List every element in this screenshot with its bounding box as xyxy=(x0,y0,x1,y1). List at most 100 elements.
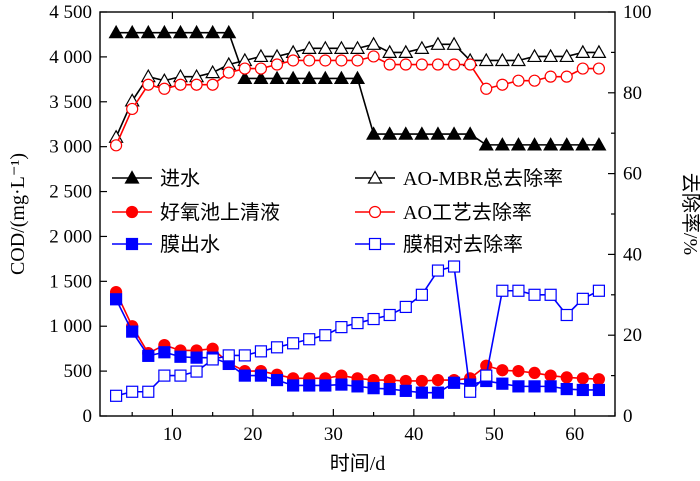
data-point xyxy=(560,382,573,396)
y-left-tick-label: 4 000 xyxy=(49,47,92,68)
data-point xyxy=(319,379,332,392)
plot-area xyxy=(108,24,607,402)
data-point xyxy=(366,126,382,140)
data-point xyxy=(462,126,478,140)
data-point xyxy=(126,385,139,398)
data-point xyxy=(447,260,461,273)
data-point xyxy=(382,126,398,140)
data-point xyxy=(319,54,332,67)
data-point xyxy=(543,48,559,63)
data-point xyxy=(496,364,509,377)
data-point xyxy=(335,321,348,334)
series-5 xyxy=(109,260,606,402)
legend-label: AO工艺去除率 xyxy=(403,201,532,224)
data-point xyxy=(140,24,156,39)
data-point xyxy=(543,137,559,151)
data-point xyxy=(399,300,412,314)
data-point xyxy=(446,126,462,140)
data-point xyxy=(142,385,155,398)
series-3 xyxy=(108,36,607,143)
data-point xyxy=(124,24,140,39)
data-point xyxy=(301,70,317,85)
y-right-axis-title: 去除率/% xyxy=(679,173,700,255)
data-point xyxy=(415,58,428,71)
x-tick-label: 60 xyxy=(565,424,584,445)
data-point xyxy=(478,52,494,67)
axes-group: 10 20 30 40 50 60 0 500 1 000 1 500 2 000 2 500 3 00… xyxy=(49,2,651,445)
data-point xyxy=(560,308,573,322)
data-point xyxy=(591,44,607,59)
data-point xyxy=(527,48,543,63)
data-point xyxy=(512,380,525,393)
data-point xyxy=(190,351,203,364)
data-point xyxy=(447,376,461,389)
data-point xyxy=(174,78,187,91)
data-point xyxy=(512,284,525,297)
data-point xyxy=(238,349,251,362)
data-point xyxy=(512,74,525,87)
data-point xyxy=(414,126,430,140)
data-point xyxy=(205,24,221,39)
data-point xyxy=(269,70,285,85)
data-point xyxy=(333,70,349,85)
data-point xyxy=(335,54,348,67)
data-point xyxy=(367,50,380,63)
data-point xyxy=(383,58,396,71)
y-right-tick-label: 60 xyxy=(623,164,642,185)
legend-label: 好氧池上清液 xyxy=(160,201,280,224)
data-point xyxy=(576,62,589,75)
x-tick-label: 10 xyxy=(163,424,182,445)
data-point xyxy=(496,377,509,390)
x-tick-label: 40 xyxy=(404,424,423,445)
data-point xyxy=(528,288,541,301)
data-point xyxy=(559,48,575,63)
y-left-tick-label: 2 500 xyxy=(49,182,92,203)
x-axis-title: 时间/d xyxy=(330,452,386,475)
data-point xyxy=(480,369,493,382)
data-point xyxy=(398,126,414,140)
legend-marker xyxy=(125,237,139,251)
series-4 xyxy=(109,50,606,152)
data-point xyxy=(222,349,235,362)
data-point xyxy=(349,40,366,54)
data-point xyxy=(575,137,591,151)
data-point xyxy=(303,333,316,346)
series-0 xyxy=(108,24,607,151)
data-point xyxy=(253,48,269,63)
data-point xyxy=(237,70,253,85)
data-point xyxy=(415,374,428,388)
legend-marker xyxy=(125,205,139,219)
data-point xyxy=(366,36,382,50)
data-point xyxy=(317,40,333,54)
data-point xyxy=(333,40,349,54)
data-point xyxy=(270,58,284,71)
data-point xyxy=(399,384,412,397)
y-left-tick-label: 2 000 xyxy=(49,226,92,247)
data-point xyxy=(494,52,510,67)
data-point xyxy=(254,62,268,75)
series-line xyxy=(115,55,599,146)
y-left-axis-title: COD/(mg·L⁻¹) xyxy=(7,153,29,275)
data-point xyxy=(383,382,396,396)
data-point xyxy=(156,24,172,39)
data-point xyxy=(446,36,462,50)
legend-marker xyxy=(368,237,382,251)
data-point xyxy=(478,137,494,151)
data-point xyxy=(544,369,557,382)
data-point xyxy=(592,383,606,397)
data-point xyxy=(576,383,589,397)
data-point xyxy=(254,369,268,382)
data-point xyxy=(464,58,477,71)
y-right-tick-label: 0 xyxy=(623,406,633,427)
data-point xyxy=(398,44,414,59)
y-left-tick-label: 0 xyxy=(83,406,93,427)
y-left-tick-label: 3 000 xyxy=(49,137,92,158)
data-point xyxy=(126,325,139,338)
legend-label: AO-MBR总去除率 xyxy=(403,167,563,190)
data-point xyxy=(222,66,235,79)
data-point xyxy=(512,365,525,378)
data-point xyxy=(254,345,268,358)
data-point xyxy=(430,126,446,140)
x-tick-label: 30 xyxy=(324,424,343,445)
